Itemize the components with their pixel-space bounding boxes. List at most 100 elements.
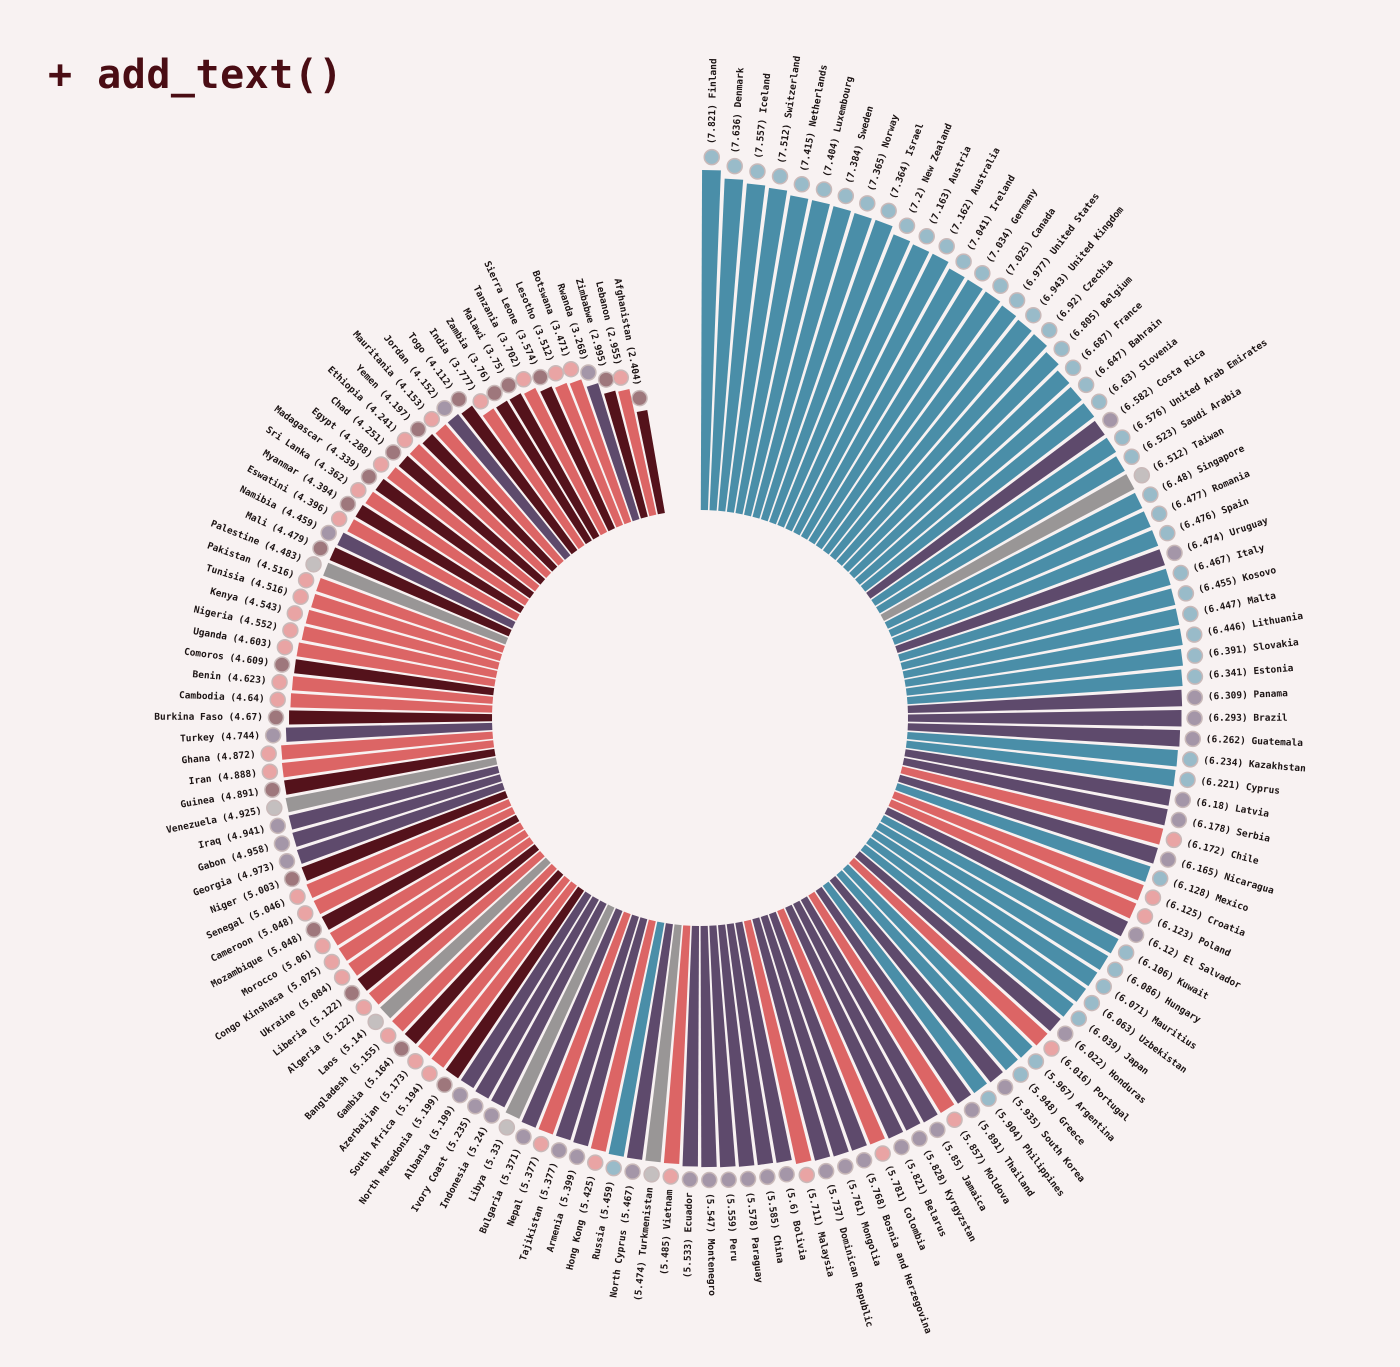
bar-poland xyxy=(888,799,1137,919)
bar-liberia xyxy=(357,844,540,991)
flag-icon-nepal xyxy=(532,1135,550,1153)
bar-japan xyxy=(860,844,1074,1017)
bar-eswatini xyxy=(347,519,520,621)
bar-finland xyxy=(700,170,721,511)
bar-france xyxy=(849,370,1070,579)
flag-icon-argentina xyxy=(1027,1053,1045,1070)
flag-icon-ukraine xyxy=(333,969,351,986)
flag-icon-switzerland xyxy=(771,168,789,185)
flag-icon-ethiopia xyxy=(396,431,414,449)
flag-icon-azerbaijan xyxy=(407,1052,424,1070)
bar-namibia xyxy=(337,532,516,629)
bar-zimbabwe xyxy=(604,390,648,519)
bar-chile xyxy=(900,766,1164,845)
flag-icon-libya xyxy=(498,1119,516,1136)
bar-paraguay xyxy=(718,924,755,1167)
flag-icon-saudi-arabia xyxy=(1123,448,1140,465)
bar-north-cyprus xyxy=(626,923,673,1160)
country-label: (6.293) Brazil xyxy=(1208,713,1288,724)
bar-norway xyxy=(760,212,872,522)
flag-icon-jordan xyxy=(436,399,453,417)
flag-icon-greece xyxy=(1012,1066,1029,1083)
bar-laos xyxy=(380,857,551,1019)
flag-icon-croatia xyxy=(1144,889,1162,906)
bar-azerbaijan xyxy=(418,875,571,1056)
flag-icon-liberia xyxy=(343,984,361,1002)
bar-denmark xyxy=(709,178,744,511)
flag-icon-belarus xyxy=(893,1138,910,1156)
flag-icon-china xyxy=(759,1168,776,1186)
flag-icon-belgium xyxy=(1053,340,1070,358)
flag-icon-lebanon xyxy=(612,369,630,386)
flag-icon-south-africa xyxy=(421,1065,438,1082)
flag-icon-mauritania xyxy=(423,410,441,428)
bar-ecuador xyxy=(682,925,700,1167)
bar-nepal xyxy=(538,911,631,1135)
bar-italy xyxy=(898,568,1171,662)
country-label: (6.687) France xyxy=(1079,300,1145,363)
bar-iran xyxy=(281,740,495,778)
bar-bolivia xyxy=(735,921,792,1163)
flag-icon-burkina-faso xyxy=(267,709,285,726)
country-label: Turkey (4.744) xyxy=(180,730,260,744)
flag-icon-sierra-leone xyxy=(532,368,549,386)
flag-icon-japan xyxy=(1070,1010,1087,1027)
bar-singapore xyxy=(884,492,1143,629)
bar-greece xyxy=(836,870,1018,1071)
flag-icon-morocco xyxy=(314,937,331,955)
bar-kosovo xyxy=(900,588,1176,670)
bar-israel xyxy=(769,219,893,525)
bar-czechia xyxy=(836,334,1047,566)
bar-nigeria xyxy=(301,626,498,678)
country-label: (6.039) Japan xyxy=(1086,1022,1151,1077)
bar-albania xyxy=(460,891,592,1089)
bar-colombia xyxy=(777,908,885,1145)
flag-icon-iran xyxy=(261,763,279,781)
flag-icon-comoros xyxy=(273,656,291,673)
flag-icon-india xyxy=(472,393,489,410)
country-label: (5.6) Bolivia xyxy=(784,1186,809,1261)
bar-pakistan xyxy=(316,577,505,653)
country-label: Uganda (4.603) xyxy=(192,626,273,650)
flag-icon-slovakia xyxy=(1186,647,1204,664)
bar-guatemala xyxy=(907,723,1181,747)
country-label: (5.559) Peru xyxy=(724,1192,739,1261)
flag-icon-turkmenistan xyxy=(643,1166,660,1183)
flag-icon-north-macedonia xyxy=(436,1076,453,1094)
bar-mexico xyxy=(895,783,1151,882)
bar-hong-kong xyxy=(590,919,656,1152)
flag-icon-moldova xyxy=(946,1111,963,1129)
flag-icon-united-arab-emirates xyxy=(1114,429,1131,446)
bar-lesotho xyxy=(555,382,624,528)
flag-markers-layer xyxy=(260,148,1204,1189)
flag-icon-south-korea xyxy=(996,1079,1014,1096)
bar-panama xyxy=(907,689,1183,713)
bar-ireland xyxy=(800,268,965,540)
bar-bangladesh xyxy=(392,863,557,1032)
flag-icon-brazil xyxy=(1186,709,1203,727)
bar-gabon xyxy=(292,774,502,847)
flag-icon-norway xyxy=(859,195,876,212)
bar-indonesia xyxy=(491,900,607,1108)
country-label: (5.578) Paraguay xyxy=(744,1191,764,1283)
flag-icon-hong-kong xyxy=(587,1154,604,1171)
bar-kenya xyxy=(305,609,500,670)
bar-iraq xyxy=(288,766,500,830)
flag-icon-cameroon xyxy=(296,905,314,922)
bar-germany xyxy=(808,279,983,545)
flag-icon-austria xyxy=(918,228,935,245)
bar-south-korea xyxy=(829,876,1003,1083)
bar-philippines xyxy=(822,881,987,1094)
bar-ukraine xyxy=(348,837,534,976)
country-label: (6.309) Panama xyxy=(1208,688,1289,702)
flag-icon-finland xyxy=(703,148,721,166)
bar-cambodia xyxy=(290,693,493,713)
bar-malawi xyxy=(509,393,600,540)
bar-united-kingdom xyxy=(829,319,1032,561)
bar-montenegro xyxy=(700,925,717,1168)
flag-icon-turkey xyxy=(264,727,282,744)
bar-palestine xyxy=(323,562,509,645)
bar-united-states xyxy=(822,305,1017,555)
bar-morocco xyxy=(329,822,524,946)
flag-icon-ghana xyxy=(260,745,277,762)
